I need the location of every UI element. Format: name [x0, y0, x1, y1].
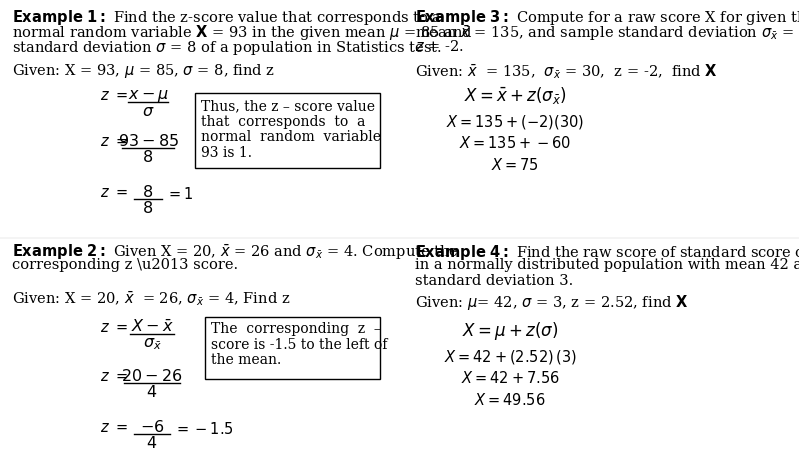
Bar	[205, 317, 380, 379]
Text: normal  random  variable: normal random variable	[201, 130, 381, 144]
Text: the mean.: the mean.	[211, 354, 281, 367]
Text: $=-1.5$: $=-1.5$	[174, 421, 234, 437]
Text: corresponding z \u2013 score.: corresponding z \u2013 score.	[12, 259, 238, 272]
Text: $z\ =$: $z\ =$	[100, 370, 128, 384]
Text: $z\ =$: $z\ =$	[100, 135, 128, 149]
Text: $4$: $4$	[146, 435, 157, 452]
Text: $X = 135+(-2)(30)$: $X = 135+(-2)(30)$	[446, 113, 584, 131]
Text: $8$: $8$	[142, 184, 153, 201]
Text: 93 is 1.: 93 is 1.	[201, 146, 252, 160]
Text: $\bf{Example\ 3:}$ Compute for a raw score X for given the sample: $\bf{Example\ 3:}$ Compute for a raw sco…	[415, 8, 799, 27]
Text: $z\ =$: $z\ =$	[100, 186, 128, 200]
Text: $\sigma_{\bar{x}}$: $\sigma_{\bar{x}}$	[142, 335, 161, 352]
Text: $z\ =$: $z\ =$	[100, 89, 128, 102]
Text: Thus, the z – score value: Thus, the z – score value	[201, 99, 375, 113]
Text: $X = 75$: $X = 75$	[491, 157, 539, 173]
Text: $\bf{Example\ 4:}$ Find the raw score of standard score of z = 2.52: $\bf{Example\ 4:}$ Find the raw score of…	[415, 243, 799, 262]
Text: $X = 42+7.56$: $X = 42+7.56$	[460, 370, 559, 386]
Text: $x-\mu$: $x-\mu$	[128, 86, 169, 103]
Text: $X-\bar{x}$: $X-\bar{x}$	[130, 319, 173, 336]
Text: $\sigma$: $\sigma$	[141, 102, 154, 119]
Text: Given: $\mu$= 42, $\sigma$ = 3, z = 2.52, find $\bf{X}$: Given: $\mu$= 42, $\sigma$ = 3, z = 2.52…	[415, 293, 689, 312]
Text: $4$: $4$	[146, 384, 157, 401]
Text: $\bf{Example\ 2:}$ Given X = 20, $\bar{x}$ = 26 and $\sigma_{\bar{x}}$ = 4. Comp: $\bf{Example\ 2:}$ Given X = 20, $\bar{x…	[12, 243, 459, 262]
Text: $z\ =$: $z\ =$	[100, 320, 128, 335]
Text: $X = \mu+z(\sigma)$: $X = \mu+z(\sigma)$	[462, 320, 559, 343]
Bar	[195, 93, 380, 168]
Text: normal random variable $\bf{X}$ = 93 in the given mean $\mu$ = 85 and: normal random variable $\bf{X}$ = 93 in …	[12, 24, 473, 42]
Text: $=1$: $=1$	[166, 186, 194, 202]
Text: $-6$: $-6$	[140, 419, 165, 436]
Text: Given: X = 93, $\mu$ = 85, $\sigma$ = 8, find z: Given: X = 93, $\mu$ = 85, $\sigma$ = 8,…	[12, 62, 275, 80]
Text: standard deviation 3.: standard deviation 3.	[415, 274, 573, 288]
Text: $8$: $8$	[142, 149, 153, 166]
Text: $93-85$: $93-85$	[117, 133, 178, 150]
Text: $X = 49.56$: $X = 49.56$	[475, 392, 546, 408]
Text: $X = \bar{x}+z(\sigma_{\bar{x}})$: $X = \bar{x}+z(\sigma_{\bar{x}})$	[463, 85, 566, 107]
Text: Given: X = 20, $\bar{x}$  = 26, $\sigma_{\bar{x}}$ = 4, Find z: Given: X = 20, $\bar{x}$ = 26, $\sigma_{…	[12, 289, 290, 308]
Text: in a normally distributed population with mean 42 and: in a normally distributed population wit…	[415, 259, 799, 272]
Text: $X = 135+-60$: $X = 135+-60$	[459, 135, 571, 151]
Text: Given: $\bar{x}$  = 135,  $\sigma_{\bar{x}}$ = 30,  z = -2,  find $\bf{X}$: Given: $\bar{x}$ = 135, $\sigma_{\bar{x}…	[415, 62, 718, 81]
Text: that  corresponds  to  a: that corresponds to a	[201, 115, 365, 129]
Text: $z$ = -2.: $z$ = -2.	[415, 39, 463, 54]
Text: $z\ =$: $z\ =$	[100, 421, 128, 435]
Text: score is -1.5 to the left of: score is -1.5 to the left of	[211, 338, 388, 352]
Text: $20-26$: $20-26$	[121, 368, 183, 385]
Text: The  corresponding  z  –: The corresponding z –	[211, 322, 381, 337]
Text: standard deviation $\sigma$ = 8 of a population in Statistics test.: standard deviation $\sigma$ = 8 of a pop…	[12, 39, 442, 57]
Text: $8$: $8$	[142, 200, 153, 217]
Text: $X = 42+(2.52)\,(3)$: $X = 42+(2.52)\,(3)$	[443, 348, 576, 366]
Text: mean $\bar{x}$ = 135, and sample standard deviation $\sigma_{\bar{x}}$ = 30, and: mean $\bar{x}$ = 135, and sample standar…	[415, 24, 799, 42]
Text: $\bf{Example\ 1:}$ Find the z-score value that corresponds to a: $\bf{Example\ 1:}$ Find the z-score valu…	[12, 8, 442, 27]
